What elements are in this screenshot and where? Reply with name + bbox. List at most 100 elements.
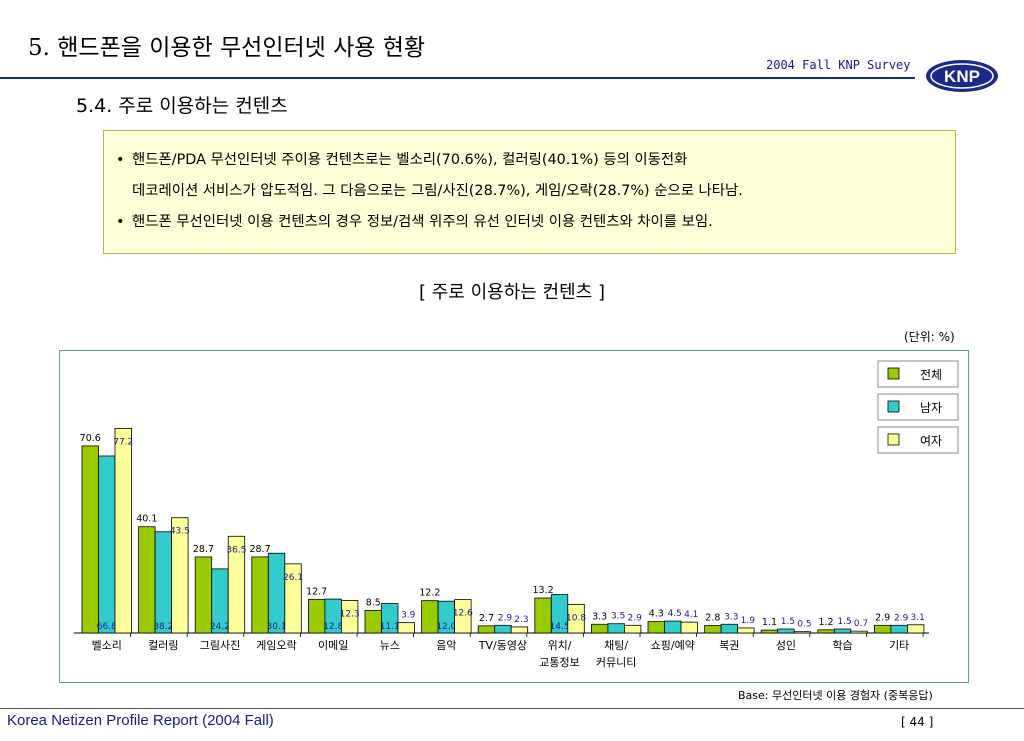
data-label: 12.7	[306, 586, 327, 597]
category-label: 위치/	[548, 639, 572, 652]
category-label: 벨소리	[92, 639, 122, 652]
data-label: 77.2	[113, 437, 133, 447]
data-label: 3.5	[611, 612, 625, 622]
data-label: 36.5	[226, 545, 246, 555]
bar	[114, 428, 132, 634]
category-label: 게임오락	[256, 639, 296, 652]
data-label: 26.1	[283, 573, 303, 583]
bar	[704, 625, 722, 634]
category-label: 성인	[776, 639, 796, 652]
bar	[720, 623, 738, 634]
data-label: 38.2	[153, 622, 173, 632]
legend-label: 여자	[920, 434, 942, 448]
data-label: 1.1	[762, 617, 777, 628]
data-label: 4.3	[649, 609, 664, 620]
bar	[171, 517, 189, 634]
summary-text-1a: 핸드폰/PDA 무선인터넷 주이용 컨텐츠로는 벨소리(70.6%), 컬러링(…	[132, 152, 688, 168]
data-label: 11.1	[380, 622, 400, 632]
category-label: 교통정보	[539, 656, 579, 669]
bar	[777, 628, 795, 634]
bar	[907, 624, 925, 634]
category-label: 이메일	[318, 638, 348, 652]
data-label: 1.9	[741, 616, 756, 626]
category-label: 쇼핑/예약	[651, 638, 695, 652]
summary-box: • 핸드폰/PDA 무선인터넷 주이용 컨텐츠로는 벨소리(70.6%), 컬러…	[103, 130, 956, 254]
bar	[494, 624, 512, 634]
data-label: 43.5	[170, 527, 190, 537]
data-label: 8.5	[366, 597, 381, 608]
data-label: 10.8	[566, 613, 586, 623]
bar	[98, 455, 116, 634]
category-label: 기타	[889, 639, 909, 652]
category-label: 그림사진	[200, 639, 240, 652]
data-label: 1.2	[818, 617, 833, 628]
bar	[477, 625, 496, 634]
data-label: 12.6	[453, 609, 473, 619]
data-label: 2.9	[498, 613, 513, 623]
bar	[227, 535, 246, 634]
summary-bullet-2: • 핸드폰 무선인터넷 이용 컨텐츠의 경우 정보/검색 위주의 유선 인터넷 …	[116, 207, 955, 238]
data-label: 4.1	[684, 610, 698, 620]
category-label: 음악	[436, 639, 456, 652]
data-label: 3.3	[724, 612, 738, 622]
bar-chart: 70.6 66.8 77.2 벨소리 40.1 38.2 43.5 컬러링 28.7 24.2 36…	[74, 360, 959, 669]
bar	[850, 630, 868, 634]
data-label: 3.3	[592, 611, 607, 622]
data-label: 24.2	[210, 622, 230, 632]
bar	[138, 526, 156, 634]
bar	[760, 629, 779, 634]
data-label: 12.2	[419, 588, 440, 599]
category-label: 복권	[719, 639, 739, 652]
data-label: 2.9	[875, 612, 890, 623]
data-label: 13.2	[532, 585, 553, 596]
bar	[833, 628, 852, 634]
data-label: 40.1	[136, 514, 157, 525]
category-label: TV/동영상	[478, 639, 527, 652]
bar	[154, 531, 172, 634]
category-label: 컬러링	[148, 639, 178, 652]
survey-label: 2004 Fall KNP Survey	[766, 58, 911, 72]
section-title: 5.4. 주로 이용하는 컨텐츠	[76, 95, 288, 117]
bar	[890, 624, 908, 634]
summary-text-2: 핸드폰 무선인터넷 이용 컨텐츠의 경우 정보/검색 위주의 유선 인터넷 이용…	[132, 214, 713, 230]
legend-swatch	[887, 367, 900, 380]
bar	[680, 621, 698, 634]
logo-text: KNP	[944, 67, 980, 86]
bar	[647, 621, 665, 634]
page-number: [ 44 ]	[901, 715, 934, 729]
bullet-dot: •	[116, 214, 125, 230]
bar	[817, 629, 835, 634]
knp-logo: KNP	[926, 60, 998, 92]
footer-rule	[0, 708, 1024, 709]
data-label: 4.5	[668, 609, 682, 619]
bar	[397, 622, 415, 634]
data-label: 14.5	[550, 622, 570, 632]
base-note: Base: 무선인터넷 이용 경험자 (중복응답)	[738, 689, 933, 702]
data-label: 66.8	[97, 622, 117, 632]
chart-area: 70.6 66.8 77.2 벨소리 40.1 38.2 43.5 컬러링 28.7 24.2 36…	[59, 350, 969, 683]
bar	[81, 445, 99, 634]
data-label: 12.8	[323, 622, 343, 632]
data-label: 0.7	[854, 619, 868, 629]
data-label: 0.5	[797, 620, 811, 630]
data-label: 28.7	[249, 544, 270, 555]
category-label: 커뮤니티	[596, 656, 636, 669]
category-label: 뉴스	[380, 639, 400, 652]
unit-label: (단위: %)	[904, 330, 955, 344]
bar	[510, 626, 529, 634]
data-label: 2.8	[705, 613, 720, 624]
bar	[381, 603, 399, 634]
bar	[624, 624, 642, 634]
chart-title: [ 주로 이용하는 컨텐츠 ]	[419, 282, 605, 303]
category-label: 채팅/	[604, 639, 628, 652]
legend-swatch	[887, 433, 900, 446]
data-label: 3.9	[401, 611, 416, 621]
data-label: 3.1	[910, 613, 924, 623]
bar	[607, 623, 625, 634]
data-label: 1.5	[781, 617, 795, 627]
summary-bullet-1: • 핸드폰/PDA 무선인터넷 주이용 컨텐츠로는 벨소리(70.6%), 컬러…	[116, 145, 955, 176]
bar	[454, 599, 472, 634]
bar	[793, 631, 812, 634]
summary-text-1b: 데코레이션 서비스가 압도적임. 그 다음으로는 그림/사진(28.7%), 게…	[132, 183, 743, 199]
legend-label: 전체	[920, 368, 942, 382]
